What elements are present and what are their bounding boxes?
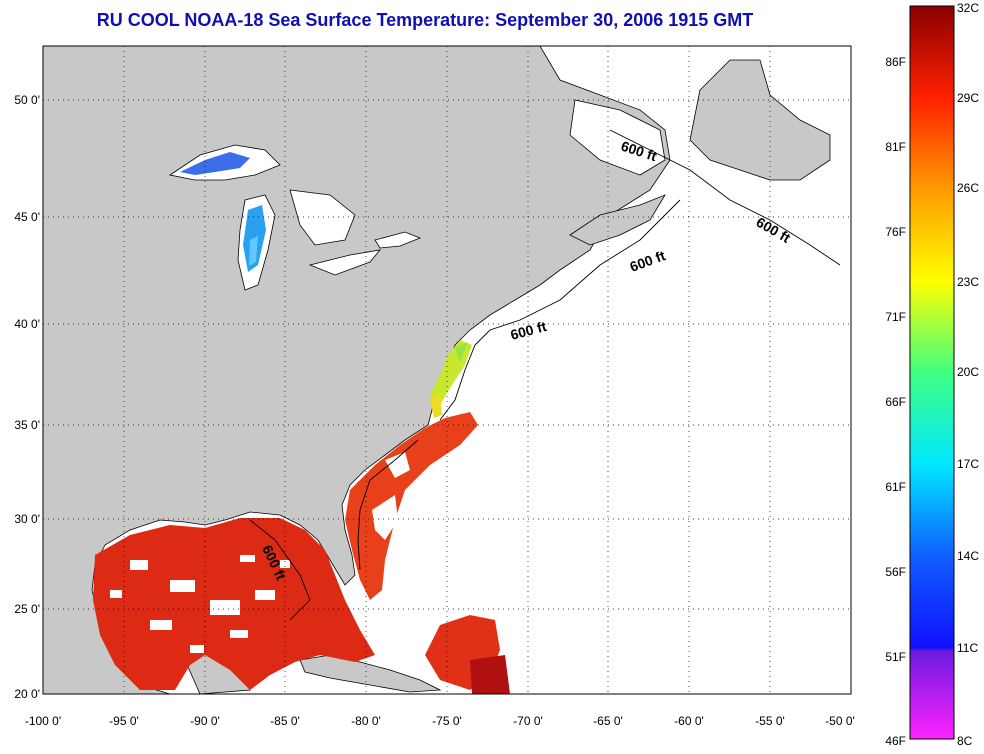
lon-tick: -75 0' <box>432 714 462 728</box>
lon-tick: -95 0' <box>109 714 139 728</box>
colorbar-c-label: 17C <box>957 457 979 471</box>
lat-tick: 40 0' <box>14 317 40 331</box>
map-title: RU COOL NOAA-18 Sea Surface Temperature:… <box>96 10 754 30</box>
land-nova-scotia <box>569 194 666 246</box>
colorbar-f-label: 71F <box>885 310 906 324</box>
colorbar-c-label: 29C <box>957 91 979 105</box>
colorbar-f-label: 66F <box>885 395 906 409</box>
lat-tick: 35 0' <box>14 418 40 432</box>
lake-erie <box>308 249 381 276</box>
lat-tick: 45 0' <box>14 210 40 224</box>
colorbar-c-label: 8C <box>957 734 973 748</box>
colorbar-c-label: 11C <box>957 641 978 655</box>
lake-ontario <box>374 231 422 249</box>
colorbar-f-label: 51F <box>885 650 906 664</box>
colorbar-c-label: 23C <box>957 275 979 289</box>
lat-tick: 25 0' <box>14 602 40 616</box>
lon-tick: -50 0' <box>825 714 855 728</box>
colorbar-f-label: 81F <box>885 140 906 154</box>
lat-tick: 20 0' <box>14 687 40 701</box>
lon-tick: -80 0' <box>351 714 381 728</box>
lake-huron <box>289 189 356 246</box>
lat-axis: 50 0' 45 0' 40 0' 35 0' 30 0' 25 0' 20 0… <box>14 93 40 701</box>
land-newfoundland <box>689 59 831 181</box>
colorbar-f-label: 86F <box>885 55 906 69</box>
lon-tick: -100 0' <box>25 714 61 728</box>
colorbar-f-label: 76F <box>885 225 906 239</box>
lon-tick: -90 0' <box>190 714 220 728</box>
sst-atlantic-coast <box>345 412 478 600</box>
colorbar-c-label: 14C <box>957 549 979 563</box>
lon-tick: -55 0' <box>755 714 785 728</box>
lon-tick: -70 0' <box>513 714 543 728</box>
lon-tick: -65 0' <box>593 714 623 728</box>
lon-axis: -100 0' -95 0' -90 0' -85 0' -80 0' -75 … <box>25 714 855 728</box>
colorbar-f-label: 46F <box>885 734 906 748</box>
colorbar-c-label: 26C <box>957 181 979 195</box>
colorbar-c-label: 32C <box>957 1 979 15</box>
isobath-600ft <box>249 129 841 621</box>
colorbar-f-label: 56F <box>885 565 906 579</box>
colorbar-f-label: 61F <box>885 480 906 494</box>
sst-hot-spot <box>470 655 510 694</box>
lat-tick: 50 0' <box>14 93 40 107</box>
colorbar-c-label: 20C <box>957 365 979 379</box>
lon-tick: -60 0' <box>674 714 704 728</box>
lon-tick: -85 0' <box>270 714 300 728</box>
colorbar <box>909 5 955 740</box>
lat-tick: 30 0' <box>14 512 40 526</box>
